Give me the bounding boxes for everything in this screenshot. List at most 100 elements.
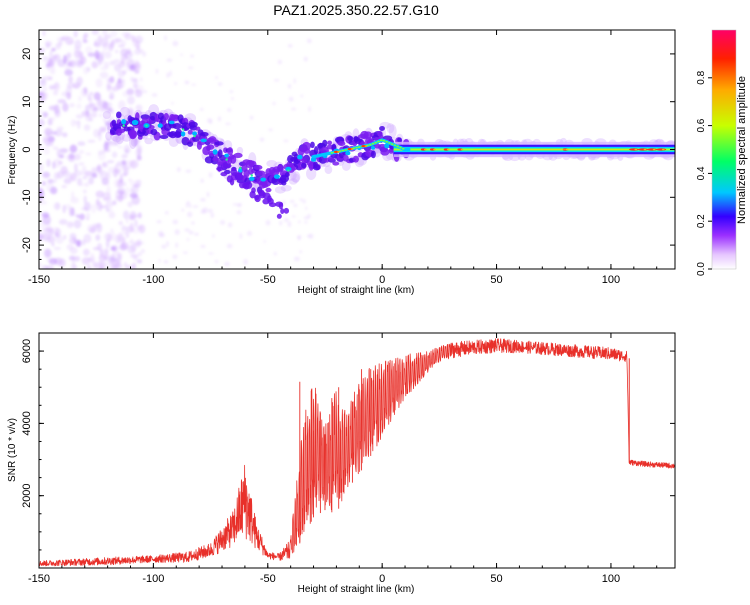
noise-speckle	[287, 83, 292, 89]
noise-speckle	[42, 215, 52, 225]
ridge-max-core	[350, 148, 354, 150]
noise-speckle	[88, 176, 94, 185]
noise-speckle	[156, 220, 162, 224]
noise-speckle	[39, 233, 43, 241]
ridge-blob	[233, 152, 243, 159]
noise-speckle	[51, 47, 56, 52]
noise-speckle	[99, 71, 109, 79]
noise-speckle	[184, 80, 189, 85]
noise-speckle	[104, 232, 113, 242]
noise-speckle	[44, 248, 52, 258]
ridge-highlight	[224, 153, 229, 158]
spectrogram-xtick-label: 50	[490, 274, 502, 286]
noise-speckle	[83, 32, 89, 39]
noise-speckle	[190, 54, 194, 58]
ridge-blob	[187, 129, 193, 135]
noise-speckle	[99, 265, 104, 269]
ridge-core	[385, 140, 389, 143]
ridge-blob	[256, 170, 266, 176]
ridge-max-core	[364, 145, 368, 147]
noise-speckle	[61, 184, 68, 189]
ridge-core	[344, 149, 347, 151]
noise-speckle	[93, 106, 99, 112]
noise-speckle	[208, 252, 214, 255]
noise-speckle	[53, 246, 62, 251]
noise-speckle	[136, 259, 143, 264]
noise-speckle	[164, 211, 169, 215]
noise-speckle	[94, 39, 98, 47]
ridge-blob	[212, 157, 220, 162]
noise-speckle	[119, 178, 124, 184]
noise-speckle	[187, 66, 194, 70]
noise-speckle	[297, 234, 302, 240]
ridge-blob	[194, 134, 201, 140]
noise-speckle	[130, 76, 134, 82]
noise-speckle	[53, 172, 60, 180]
ridge-blob	[313, 146, 319, 155]
ridge-max-core	[634, 148, 638, 151]
noise-speckle	[161, 244, 167, 249]
ridge-highlight	[180, 131, 186, 137]
noise-speckle	[92, 261, 98, 269]
noise-speckle	[293, 78, 296, 84]
noise-speckle	[82, 66, 89, 75]
ridge-blob	[187, 141, 194, 147]
noise-speckle	[96, 201, 102, 211]
noise-speckle	[107, 160, 115, 164]
colorbar-label: Normalized spectral amplitude	[736, 76, 748, 224]
noise-speckle	[106, 185, 111, 196]
noise-speckle	[174, 229, 180, 235]
ridge-highlight	[131, 119, 139, 126]
colorbar-tick-label: 0.6	[696, 118, 707, 132]
noise-speckle	[108, 211, 116, 219]
ridge-blob	[268, 202, 277, 208]
noise-speckle	[82, 39, 88, 44]
noise-speckle	[169, 70, 172, 77]
noise-speckle	[181, 208, 185, 212]
noise-speckle	[136, 156, 142, 161]
noise-speckle	[87, 139, 96, 143]
noise-speckle	[118, 61, 126, 68]
noise-speckle	[67, 40, 74, 45]
noise-speckle	[172, 254, 178, 260]
noise-speckle	[293, 203, 298, 208]
noise-speckle	[303, 56, 308, 62]
ridge-blob	[276, 213, 282, 219]
noise-speckle	[200, 197, 206, 202]
noise-speckle	[77, 95, 83, 102]
ridge-highlight	[370, 145, 376, 150]
noise-speckle	[76, 76, 83, 86]
ridge-blob	[312, 164, 321, 171]
noise-speckle	[101, 161, 109, 168]
noise-speckle	[44, 227, 54, 232]
noise-speckle	[288, 96, 294, 102]
noise-speckle	[184, 228, 190, 232]
ridge-halo	[292, 173, 300, 183]
ridge-core	[374, 141, 378, 144]
ridge-core	[371, 142, 375, 145]
noise-speckle	[62, 132, 68, 138]
noise-speckle	[137, 251, 142, 257]
noise-speckle	[82, 175, 88, 180]
noise-speckle	[108, 116, 114, 123]
noise-speckle	[121, 153, 129, 159]
noise-speckle	[217, 116, 222, 122]
ridge-halo	[274, 186, 286, 194]
ridge-blob	[227, 147, 234, 156]
ridge-halo	[112, 135, 122, 143]
noise-speckle	[140, 248, 145, 254]
ridge-blob	[206, 144, 215, 150]
spectrogram-noise	[39, 30, 315, 269]
noise-speckle	[306, 38, 312, 44]
noise-speckle	[92, 92, 100, 100]
ridge-blob	[301, 162, 307, 169]
noise-speckle	[85, 212, 91, 219]
noise-speckle	[174, 81, 178, 86]
ridge-halo	[266, 159, 278, 168]
noise-speckle	[142, 51, 147, 57]
ridge-highlight	[273, 174, 280, 179]
noise-speckle	[215, 76, 219, 80]
noise-speckle	[96, 164, 102, 174]
noise-speckle	[122, 173, 127, 177]
noise-speckle	[125, 167, 130, 171]
